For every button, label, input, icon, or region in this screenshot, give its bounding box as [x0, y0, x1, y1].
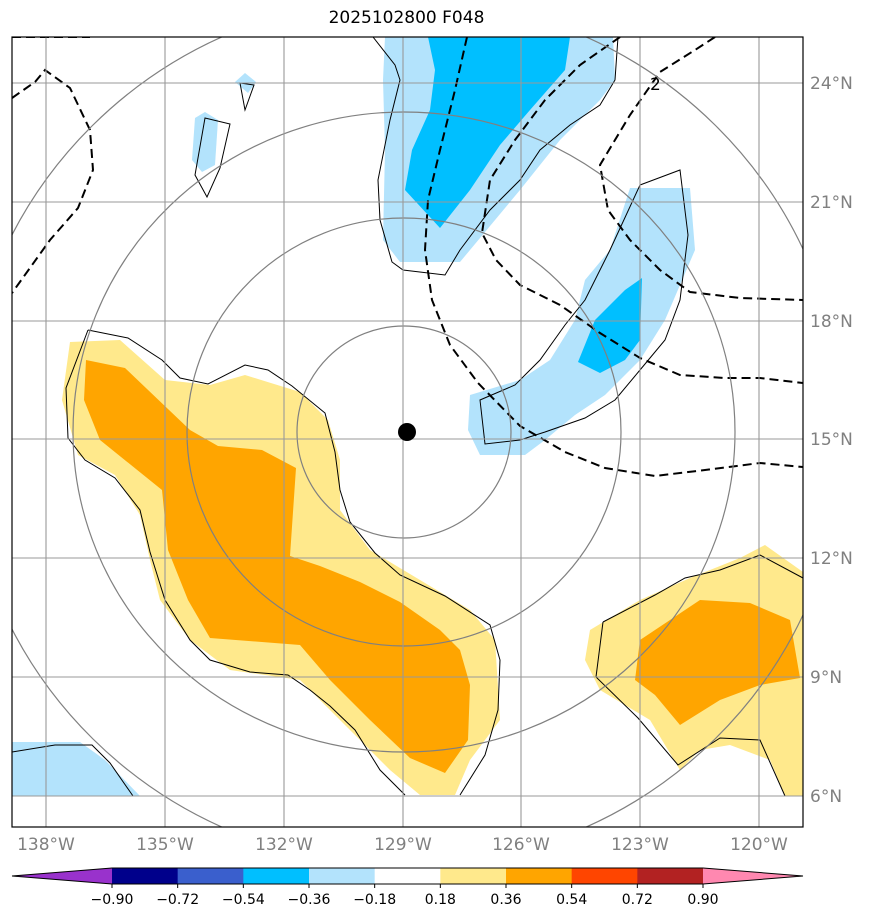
colorbar-label: −0.36	[288, 892, 331, 908]
map-plot-area: 2	[12, 37, 803, 827]
colorbar-swatch	[309, 868, 376, 884]
colorbar-swatch	[112, 868, 179, 884]
colorbar-label: 0.36	[490, 892, 521, 908]
lon-label: 126°W	[492, 835, 550, 855]
lon-label: 135°W	[136, 835, 194, 855]
map-frame	[11, 36, 804, 828]
colorbar: −0.90 −0.72 −0.54 −0.36 −0.18 0.18 0.36 0.54 0.7…	[11, 867, 804, 908]
colorbar-label: −0.72	[156, 892, 199, 908]
colorbar-label: −0.54	[222, 892, 265, 908]
colorbar-swatch	[177, 868, 244, 884]
colorbar-label: 0.90	[687, 892, 718, 908]
lat-label: 18°N	[810, 312, 853, 332]
colorbar-extend-low	[12, 868, 112, 884]
colorbar-swatch	[506, 868, 573, 884]
range-rings	[12, 37, 803, 827]
colorbar-label: −0.18	[353, 892, 396, 908]
colorbar-swatch	[374, 868, 441, 884]
colorbar-label: 0.18	[425, 892, 456, 908]
lat-label: 12°N	[810, 549, 853, 569]
colorbar-label: 0.54	[556, 892, 587, 908]
lat-label: 15°N	[810, 430, 853, 450]
graticule	[12, 37, 803, 827]
lat-label: 6°N	[810, 787, 842, 807]
dashed-contour-lines	[12, 37, 803, 478]
storm-center-marker	[398, 423, 416, 441]
lon-label: 120°W	[730, 835, 788, 855]
lon-label: 138°W	[17, 835, 75, 855]
lat-label: 9°N	[810, 668, 842, 688]
lat-tick-labels: 24°N 21°N 18°N 15°N 12°N 9°N 6°N	[810, 74, 853, 807]
lon-label: 123°W	[611, 835, 669, 855]
lat-label: 21°N	[810, 193, 853, 213]
colorbar-swatch	[637, 868, 704, 884]
lon-label: 129°W	[374, 835, 432, 855]
contour-label: 2	[650, 75, 661, 95]
lon-label: 132°W	[255, 835, 313, 855]
colorbar-swatch	[243, 868, 310, 884]
colorbar-swatch	[571, 868, 638, 884]
lat-label: 24°N	[810, 74, 853, 94]
colorbar-label: −0.90	[91, 892, 134, 908]
map-title: 2025102800 F048	[328, 8, 485, 28]
colorbar-swatch	[440, 868, 507, 884]
colorbar-extend-high	[703, 868, 803, 884]
lon-tick-labels: 138°W 135°W 132°W 129°W 126°W 123°W 120°…	[17, 835, 788, 855]
colorbar-label: 0.72	[622, 892, 653, 908]
